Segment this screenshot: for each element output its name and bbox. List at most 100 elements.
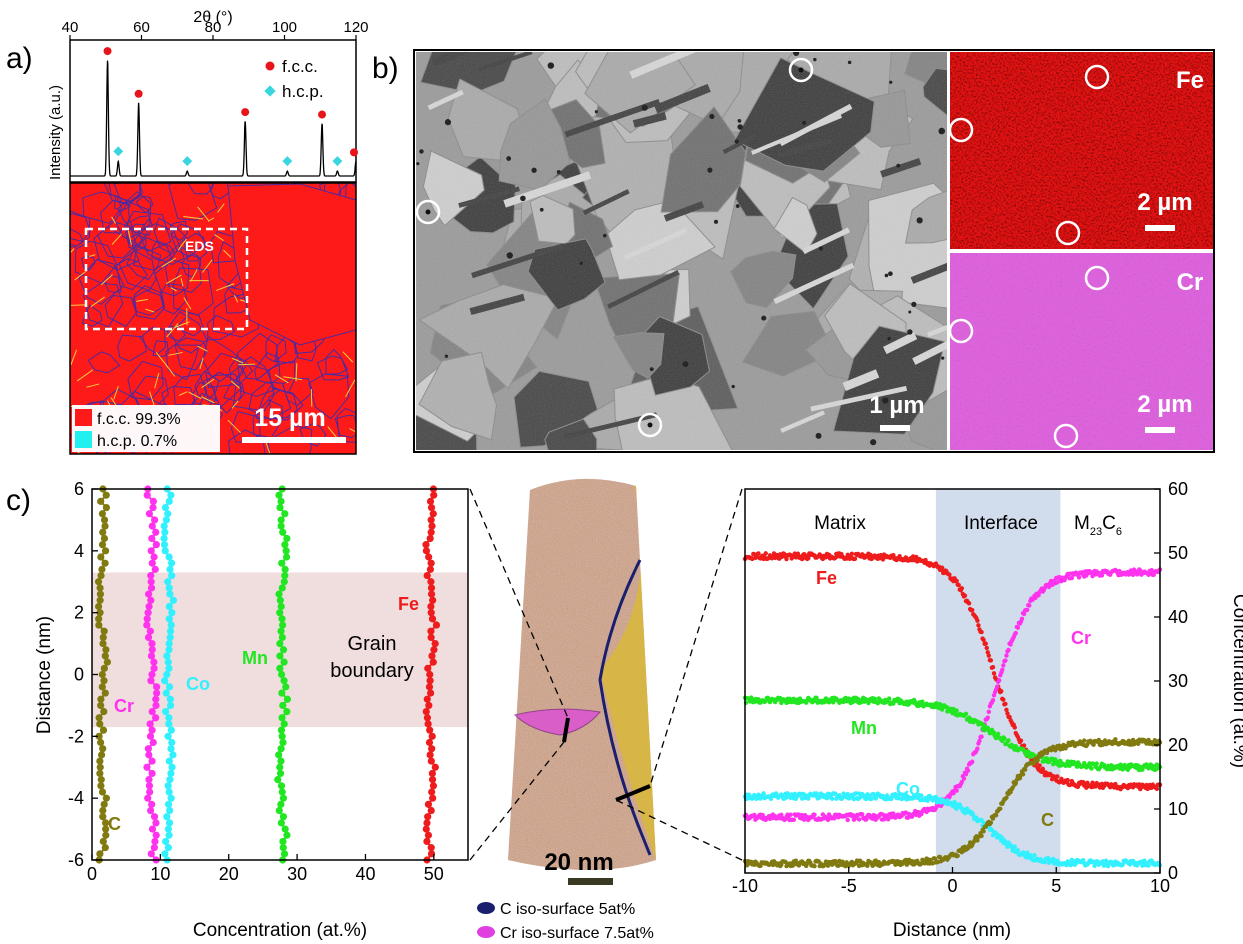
- fe-scalebar-label: 2 µm: [1137, 189, 1192, 216]
- if-series-point-cr: [1021, 611, 1027, 617]
- gb-series-label-c: C: [108, 814, 121, 834]
- if-series-point-cr: [812, 812, 817, 817]
- gb-series-point-co: [164, 578, 172, 586]
- gb-series-point-c: [99, 745, 107, 753]
- gb-series-point-cr: [152, 714, 160, 722]
- gb-series-point-fe: [424, 813, 432, 821]
- if-series-point-fe: [959, 586, 965, 591]
- gb-series-point-c: [102, 646, 110, 654]
- gb-series-point-co: [168, 609, 176, 617]
- if-series-point-cr: [991, 693, 997, 698]
- if-series-point-cr: [965, 768, 971, 773]
- gb-series-point-co: [163, 813, 171, 821]
- gb-series-point-mn: [279, 844, 287, 852]
- gb-series-label-cr: Cr: [114, 696, 134, 716]
- if-series-point-c: [975, 838, 980, 843]
- if-series-point-co: [925, 798, 930, 803]
- gb-series-point-co: [167, 745, 175, 753]
- gb-series-point-cr: [143, 621, 151, 629]
- gb-series-point-mn: [281, 541, 289, 549]
- gb-series-point-co: [164, 800, 173, 808]
- grain-boundary: [282, 377, 314, 407]
- map-scalebar: [242, 437, 346, 443]
- gb-series-point-mn: [279, 813, 288, 821]
- if-series-point-cr: [933, 805, 939, 811]
- gb-series-point-cr: [147, 677, 155, 685]
- gb-series-point-c: [99, 806, 107, 815]
- twin-boundary: [349, 428, 356, 432]
- grain-boundary: [81, 255, 96, 272]
- grain-boundary: [133, 285, 165, 316]
- gb-series-point-mn: [280, 658, 288, 666]
- gb-series-point-fe: [431, 639, 439, 648]
- twin-boundary: [342, 351, 354, 363]
- if-series-point-fe: [985, 650, 990, 655]
- if-series-point-co: [952, 800, 957, 805]
- if-series-point-fe: [1005, 711, 1010, 716]
- sem-divider: [947, 52, 950, 450]
- twin-boundary: [231, 400, 239, 409]
- gb-series-point-co: [165, 664, 173, 672]
- if-series-point-cr: [975, 746, 980, 751]
- phase-map: EDS f.c.c. 99.3% h.c.p. 0.7% 15 µm: [69, 182, 357, 455]
- gb-series-point-cr: [148, 726, 156, 734]
- if-series-point-cr: [1046, 584, 1052, 590]
- gb-series-point-fe: [427, 528, 435, 536]
- if-series-point-fe: [784, 556, 789, 562]
- gb-series-point-co: [162, 516, 171, 524]
- gb-series-point-c: [97, 751, 106, 759]
- if-series-point-co: [1146, 863, 1151, 868]
- gb-series-point-c: [102, 491, 110, 499]
- grain-boundary: [336, 407, 356, 443]
- gb-series-point-cr: [145, 776, 153, 784]
- twin-boundary: [70, 248, 75, 255]
- gb-series-point-cr: [145, 782, 154, 790]
- gb-ytick-label: 6: [74, 479, 84, 499]
- gb-series-point-c: [97, 701, 105, 710]
- if-series-point-fe: [849, 551, 855, 557]
- gb-series-point-fe: [427, 806, 435, 815]
- gb-series-point-mn: [278, 732, 286, 740]
- gb-series-point-mn: [282, 547, 290, 555]
- if-series-point-cr: [979, 734, 984, 739]
- cr-map-texture: [950, 253, 1213, 450]
- grain-boundary: [74, 240, 118, 284]
- grain-boundary: [126, 210, 172, 252]
- gb-series-point-mn: [277, 726, 286, 734]
- gb-series-point-co: [169, 596, 178, 604]
- gb-series-point-mn: [279, 794, 287, 802]
- twin-boundary: [232, 357, 244, 364]
- if-series-point-fe: [1090, 780, 1095, 785]
- gb-series-point-c: [99, 528, 107, 536]
- gb-series-point-c: [98, 565, 106, 573]
- gb-series-point-co: [160, 541, 169, 549]
- gb-series-point-fe: [422, 825, 430, 833]
- grain-boundary: [108, 183, 141, 202]
- gb-series-point-fe: [428, 615, 437, 623]
- gb-series-point-mn: [276, 763, 284, 771]
- gb-series-point-co: [168, 763, 176, 771]
- if-ytick-label: 20: [1168, 735, 1188, 755]
- gb-series-point-fe: [427, 590, 436, 598]
- gb-series-point-cr: [143, 491, 151, 499]
- gb-series-point-cr: [149, 497, 157, 505]
- twin-boundary: [74, 270, 87, 281]
- gb-series-point-cr: [143, 615, 151, 623]
- if-series-point-cr: [788, 812, 793, 817]
- gb-xtick-label: 50: [424, 864, 444, 884]
- gb-series-point-c: [99, 633, 107, 642]
- gb-series-point-cr: [146, 627, 154, 635]
- if-series-point-c: [1091, 742, 1096, 747]
- if-series-point-fe: [984, 645, 989, 651]
- legend-fcc-label: f.c.c.: [282, 57, 318, 76]
- gb-series-point-c: [99, 639, 107, 648]
- gb-series-point-c: [99, 726, 108, 734]
- gb-series-point-fe: [423, 837, 431, 846]
- gb-series-point-co: [166, 633, 174, 642]
- if-series-point-cr: [791, 817, 796, 822]
- xrd-hcp-peak-marker: [332, 156, 343, 167]
- eds-carbide-circle: [1084, 265, 1110, 291]
- if-series-point-co: [893, 792, 898, 797]
- gb-series-point-c: [100, 708, 108, 716]
